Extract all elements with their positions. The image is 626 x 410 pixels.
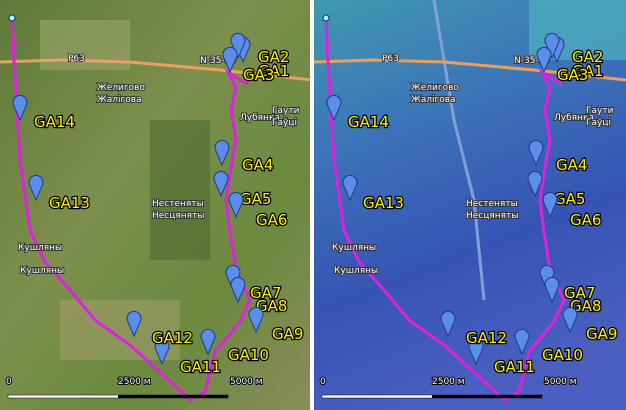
waypoint-pin [28, 174, 44, 202]
place-name: Жалігова [97, 95, 142, 105]
waypoint-label: GA3 [243, 66, 274, 84]
waypoint-label: GA3 [557, 66, 588, 84]
waypoint-label: GA9 [586, 325, 617, 343]
route [324, 17, 566, 402]
waypoint-pin [222, 46, 238, 74]
place-name: Жалігова [411, 95, 456, 105]
waypoint-label: GA13 [49, 194, 90, 212]
waypoint-label: GA12 [152, 329, 193, 347]
start-point [8, 14, 16, 22]
waypoint-label: GA10 [228, 346, 269, 364]
waypoint-pin [228, 191, 244, 219]
place-name: Нестеняты [466, 199, 518, 209]
place-name: Гаўці [586, 118, 611, 128]
scale-label: 2500 м [118, 377, 151, 387]
place-name: Р63 [382, 54, 399, 64]
waypoint-pin [225, 264, 241, 292]
place-name: Кушляны [18, 243, 62, 253]
place-name: Р63 [68, 54, 85, 64]
place-name: Гаўці [272, 118, 297, 128]
place-name: Желигово [97, 83, 145, 93]
place-name: Желигово [411, 83, 459, 93]
waypoint-pin [544, 276, 560, 304]
waypoint-label: GA4 [242, 156, 273, 174]
place-name: Кушляны [334, 266, 378, 276]
waypoint-label: GA1 [258, 62, 289, 80]
scale-label: 5000 м [544, 377, 577, 387]
waypoint-pin [544, 32, 560, 60]
place-name: Нестеняты [152, 199, 204, 209]
waypoint-pin [536, 46, 552, 74]
waypoint-pin [126, 310, 142, 338]
waypoint-label: GA6 [570, 211, 601, 229]
scale-label: 5000 м [230, 377, 263, 387]
place-name: Гаути [586, 106, 614, 116]
scale-label: 2500 м [432, 377, 465, 387]
waypoint-label: GA10 [542, 346, 583, 364]
waypoint-label: GA14 [34, 113, 75, 131]
waypoint-pin [230, 32, 246, 60]
waypoint-pin [12, 94, 28, 122]
waypoint-label: GA8 [256, 297, 287, 315]
scale-bar-seg [432, 395, 542, 398]
river [432, 0, 486, 301]
topo-bg [314, 0, 626, 410]
waypoint-label: GA4 [556, 156, 587, 174]
road [313, 58, 626, 82]
road [0, 58, 310, 82]
start-point [322, 14, 330, 22]
waypoint-label: GA11 [180, 358, 221, 376]
waypoint-pin [326, 94, 342, 122]
waypoint-pin [248, 306, 264, 334]
scale-label: 0 [6, 377, 12, 387]
waypoint-label: GA9 [272, 325, 303, 343]
waypoint-pin [214, 139, 230, 167]
scale-bar-seg [118, 395, 228, 398]
place-name: Лубянка [240, 113, 280, 123]
waypoint-label: GA5 [554, 190, 585, 208]
waypoint-label: GA13 [363, 194, 404, 212]
waypoint-pin [230, 276, 246, 304]
waypoint-pin [342, 174, 358, 202]
waypoint-pin [200, 328, 216, 356]
place-name: Несцяняты [152, 211, 204, 221]
place-name: Кушляны [20, 266, 64, 276]
place-name: Несцяняты [466, 211, 518, 221]
topo-panel: Р63 N-35-83ЖелиговоЖаліговаЛубянкаГаутиГа… [313, 0, 626, 410]
place-name: Гаути [272, 106, 300, 116]
waypoint-pin [154, 338, 170, 366]
waypoint-pin [539, 264, 555, 292]
waypoint-label: GA8 [570, 297, 601, 315]
waypoint-label: GA11 [494, 358, 535, 376]
waypoint-pin [527, 170, 543, 198]
route [10, 17, 252, 402]
waypoint-pin [528, 139, 544, 167]
waypoint-pin [468, 338, 484, 366]
waypoint-pin [213, 170, 229, 198]
forest [150, 120, 210, 260]
waypoint-label: GA7 [250, 284, 281, 302]
waypoint-pin [514, 328, 530, 356]
waypoint-label: GA1 [572, 62, 603, 80]
waypoint-label: GA12 [466, 329, 507, 347]
scale-label: 0 [320, 377, 326, 387]
waypoint-label: GA2 [258, 48, 289, 66]
place-name: Лубянка [554, 113, 594, 123]
waypoint-label: GA7 [564, 284, 595, 302]
waypoint-label: GA5 [240, 190, 271, 208]
waypoint-label: GA6 [256, 211, 287, 229]
place-name: Кушляны [332, 243, 376, 253]
waypoint-pin [562, 306, 578, 334]
waypoint-pin [542, 191, 558, 219]
satellite-panel: Р63 N-35-83ЖелиговоЖаліговаЛубянкаГаутиГа… [0, 0, 310, 410]
waypoint-pin [440, 310, 456, 338]
waypoint-label: GA2 [572, 48, 603, 66]
waypoint-label: GA14 [348, 113, 389, 131]
